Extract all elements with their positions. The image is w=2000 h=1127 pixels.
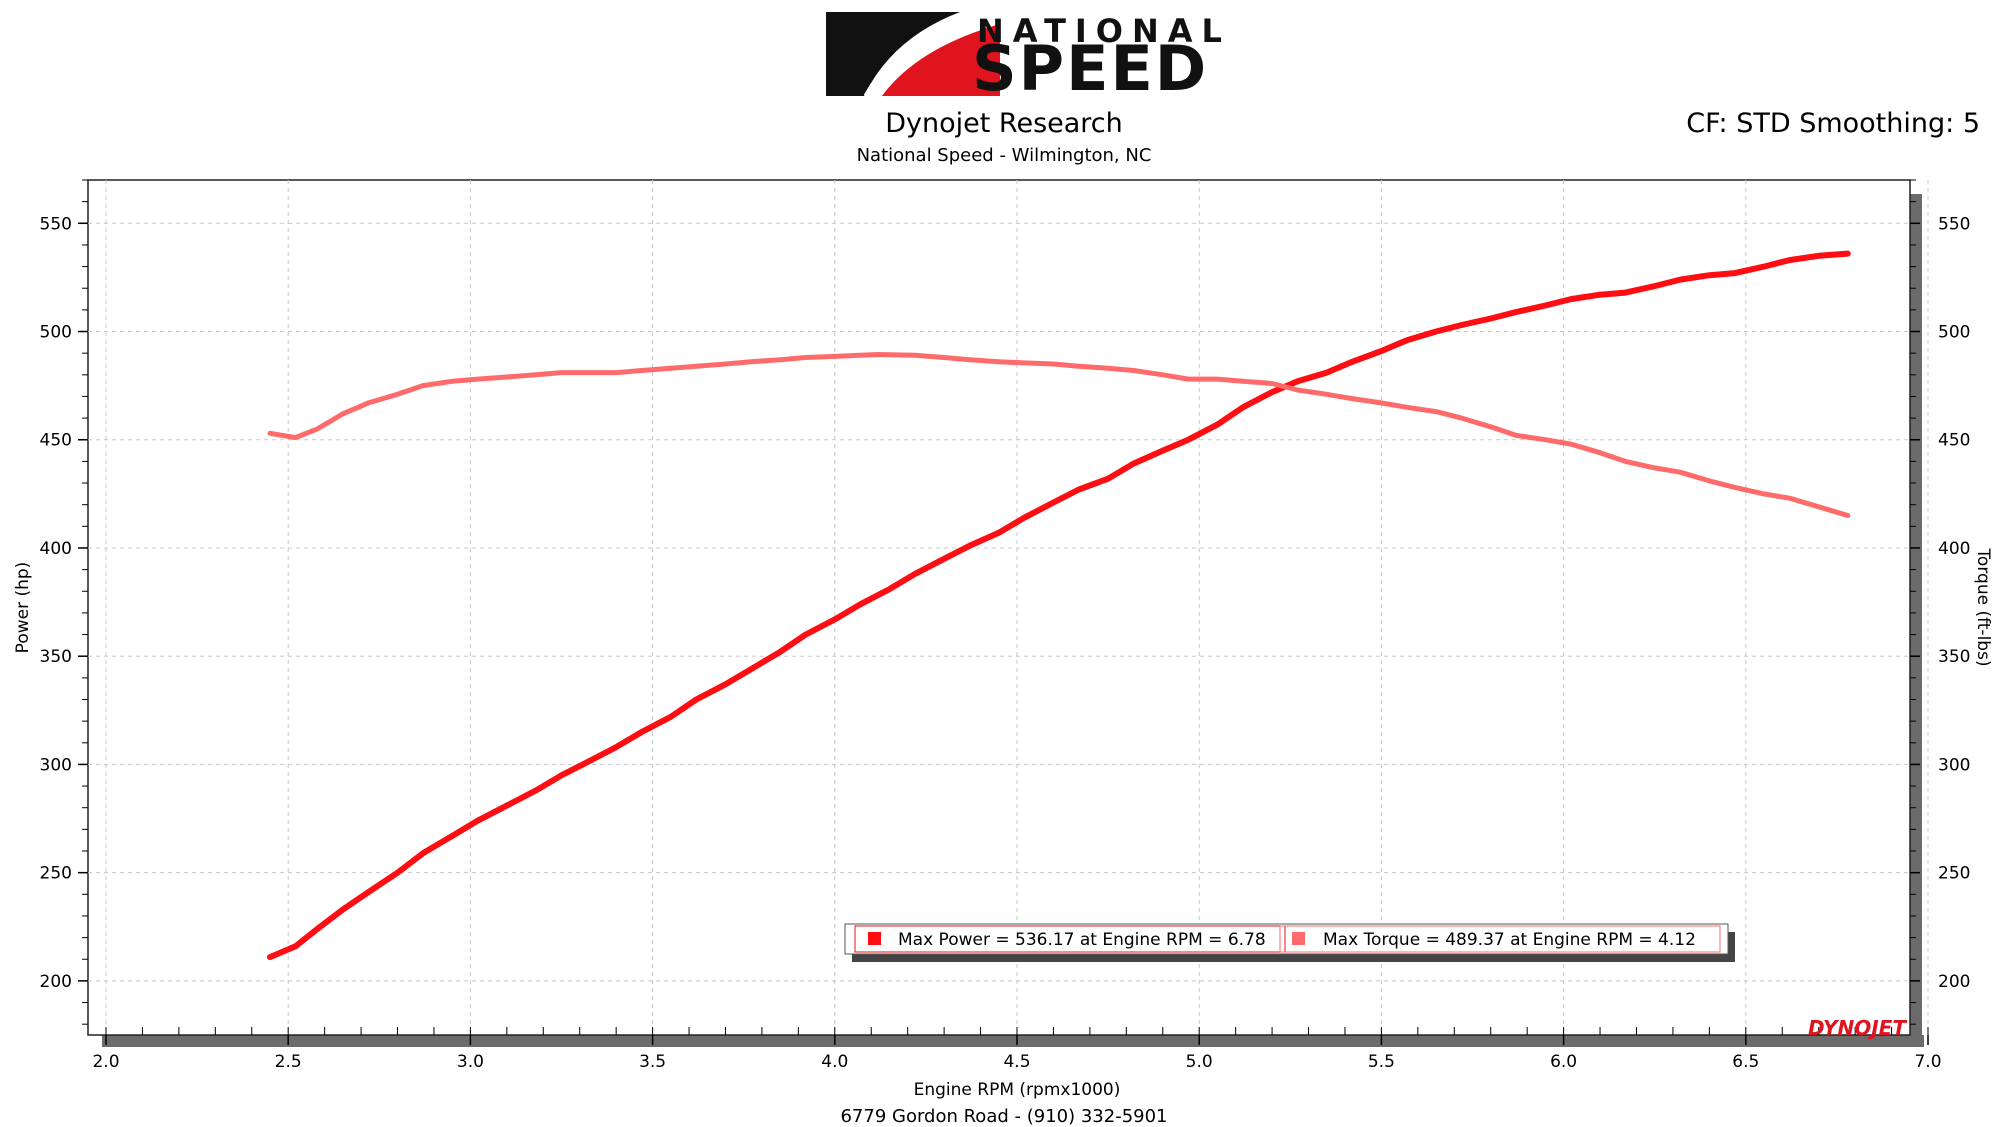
plot-shadow-bottom [102, 1035, 1924, 1047]
x-tick-label: 3.0 [457, 1052, 484, 1072]
dynojet-brand-mark: DYNOJET [1808, 1016, 1907, 1040]
x-tick-label: 5.0 [1186, 1052, 1213, 1072]
x-tick-label: 2.5 [275, 1052, 302, 1072]
y-right-tick-label: 400 [1938, 539, 1970, 559]
plot-shadow-right [1910, 194, 1922, 1047]
x-tick-label: 3.5 [639, 1052, 666, 1072]
power-curve [267, 250, 1851, 961]
y-left-tick-label: 550 [40, 214, 72, 234]
plot-shadow [102, 194, 1924, 1047]
y-left-tick-label: 300 [40, 755, 72, 775]
chart-subtitle: National Speed - Wilmington, NC [856, 145, 1152, 166]
x-tick-label: 5.5 [1368, 1052, 1395, 1072]
legend-item-torque-frame [1279, 925, 1721, 953]
chart-title: Dynojet Research [885, 108, 1123, 139]
y-right-tick-label: 550 [1938, 214, 1970, 234]
torque-curve [267, 352, 1851, 518]
series-lines [267, 250, 1851, 961]
y-left-tick-label: 350 [40, 647, 72, 667]
footer-address: 6779 Gordon Road - (910) 332-5901 [840, 1106, 1168, 1127]
legend: Max Power = 536.17 at Engine RPM = 6.78 … [844, 923, 1735, 962]
legend-torque-swatch [1292, 932, 1305, 945]
y-left-tick-label: 200 [40, 972, 72, 992]
logo-wordmark-bottom: SPEED [972, 32, 1209, 105]
grid-lines [88, 180, 1929, 1035]
y-right-tick-label: 300 [1938, 755, 1970, 775]
plot-area [87, 179, 1911, 1036]
national-speed-logo: NATIONAL SPEED [822, 8, 1222, 100]
y-axis-left-label: Power (hp) [13, 562, 33, 654]
y-right-tick-label: 350 [1938, 647, 1970, 667]
x-tick-label: 6.0 [1550, 1052, 1577, 1072]
x-tick-label: 4.5 [1003, 1052, 1030, 1072]
legend-power-swatch [868, 932, 881, 945]
x-axis-label: Engine RPM (rpmx1000) [914, 1080, 1121, 1100]
legend-box [844, 923, 1729, 955]
logo-wordmark-top: NATIONAL [977, 12, 1231, 50]
x-tick-label: 4.0 [821, 1052, 848, 1072]
axis-ticks: 2.0 2.5 3.0 3.5 4.0 4.5 5.0 5.5 6.0 6.5 7.0 200 200 2… [40, 179, 1970, 1072]
y-right-tick-label: 200 [1938, 972, 1970, 992]
y-left-tick-label: 400 [40, 539, 72, 559]
y-left-tick-label: 250 [40, 864, 72, 884]
y-left-tick-label: 450 [40, 431, 72, 451]
y-right-tick-label: 450 [1938, 431, 1970, 451]
legend-power-label: Max Power = 536.17 at Engine RPM = 6.78 [898, 930, 1266, 950]
x-tick-label: 6.5 [1732, 1052, 1759, 1072]
y-right-tick-label: 250 [1938, 864, 1970, 884]
legend-item-power-frame [854, 925, 1286, 953]
y-axis-right-label: Torque (ft-lbs) [1973, 547, 1993, 666]
x-tick-label: 7.0 [1914, 1052, 1941, 1072]
y-left-tick-label: 500 [40, 323, 72, 343]
logo-swoosh-icon [826, 12, 1000, 98]
x-tick-label: 2.0 [92, 1052, 119, 1072]
legend-torque-label: Max Torque = 489.37 at Engine RPM = 4.12 [1323, 930, 1696, 950]
y-right-tick-label: 500 [1938, 323, 1970, 343]
correction-factor-label: CF: STD Smoothing: 5 [1686, 108, 1980, 139]
